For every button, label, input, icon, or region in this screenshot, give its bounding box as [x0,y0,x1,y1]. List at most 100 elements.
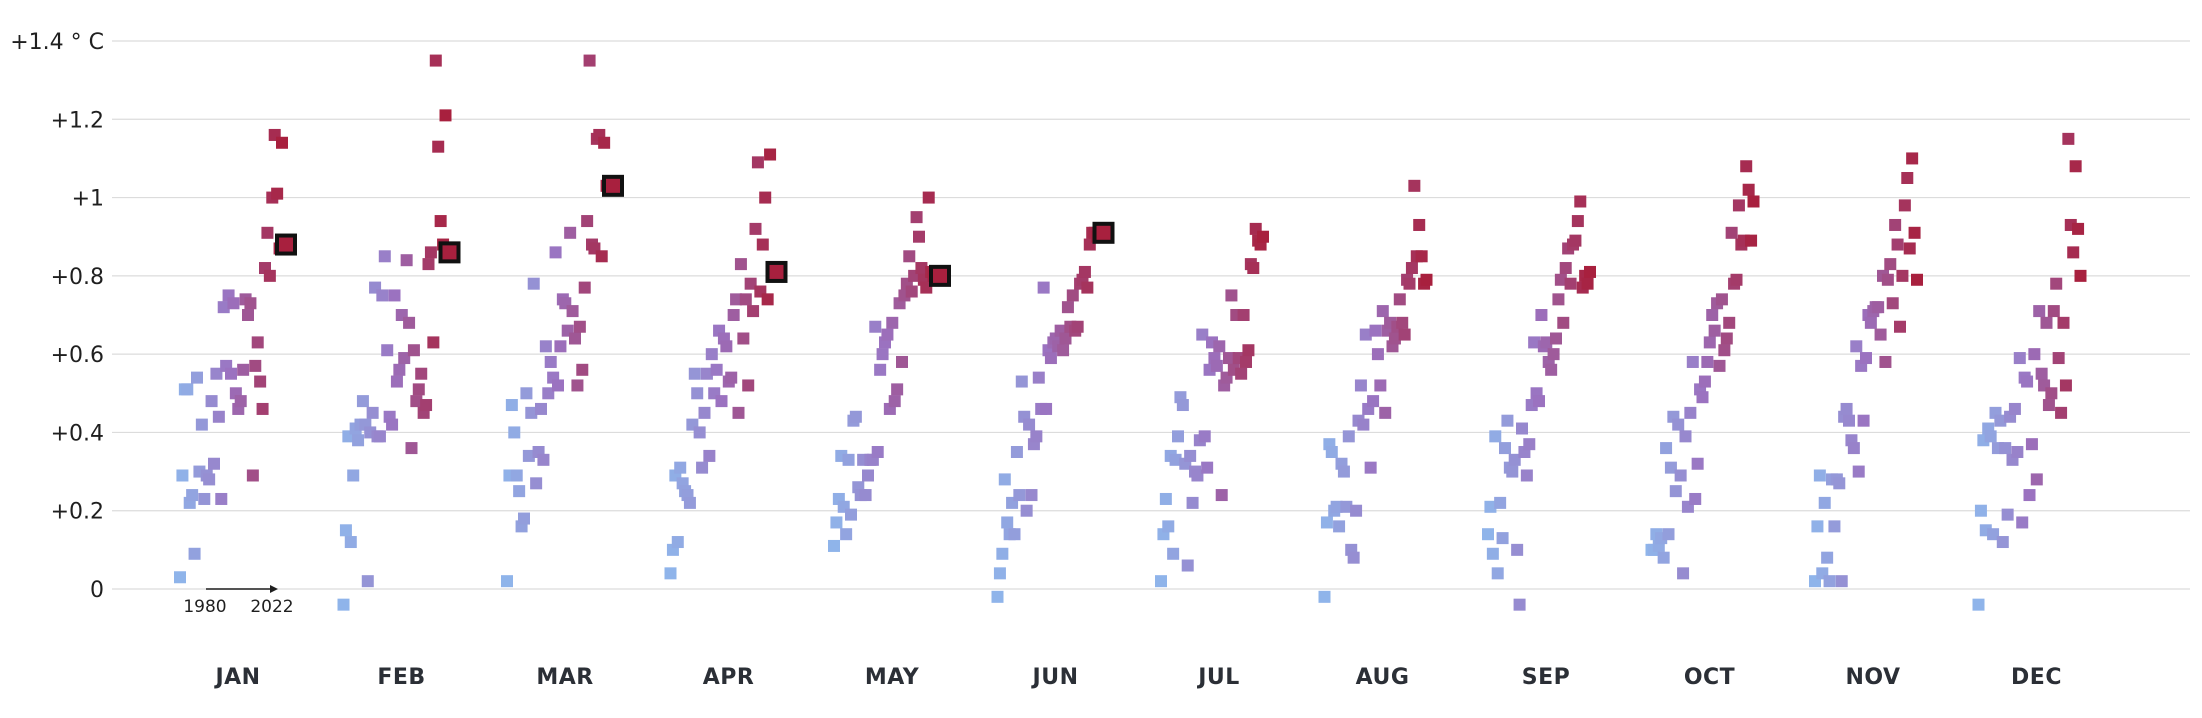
data-point [356,395,369,408]
data-point [2050,277,2063,290]
data-point [525,406,538,419]
data-point [254,375,267,388]
data-point [344,536,357,549]
y-tick-label: +0.8 [51,265,104,290]
data-point [737,332,750,345]
data-point [1405,262,1418,275]
data-point [2047,305,2060,318]
month-label: DEC [2011,665,2062,690]
data-point [1396,316,1409,329]
data-point [1213,340,1226,353]
data-point [1184,449,1197,462]
data-point [2033,305,2046,318]
highlight-point [765,260,788,283]
data-point [1186,496,1199,509]
data-point [1030,430,1043,443]
data-point [1374,379,1387,392]
data-point [1833,477,1846,490]
data-point [891,383,904,396]
data-point [583,54,596,67]
data-point [1894,320,1906,333]
data-point [1884,258,1897,271]
month-label: JUL [1196,665,1240,690]
data-point [1376,305,1389,318]
month-labels: JAN FEB MAR APR MAY JUN JUL AUG SEP OCT NOV DEC [213,665,2062,690]
data-point [1730,273,1743,286]
data-point [1708,324,1721,337]
data-point [1552,293,1565,306]
data-point [700,367,713,380]
data-point [210,367,223,380]
data-point [2016,516,2029,529]
data-point [2072,222,2085,235]
y-tick-label: +1.2 [51,108,104,133]
data-point [1499,442,1511,455]
data-point [1037,281,1050,294]
data-point [376,289,389,302]
data-point [352,434,365,447]
data-point [513,485,526,498]
data-point [1723,316,1736,329]
month-label: JUN [1031,665,1079,690]
data-point [2059,379,2072,392]
data-point [915,262,928,275]
month-group-jan [174,128,297,584]
data-point [1684,406,1697,419]
data-point [1574,195,1587,208]
data-point [1545,363,1558,376]
data-point [571,379,584,392]
data-point [403,316,416,329]
data-point [522,449,535,462]
data-point [1196,328,1209,341]
data-point [2062,132,2075,145]
data-point [1508,453,1521,466]
data-point [1584,265,1596,278]
data-point [674,461,687,474]
highlight-point [1092,221,1115,244]
data-point [715,395,728,408]
data-point [1044,352,1057,365]
data-point [552,379,564,392]
data-point [1674,469,1687,482]
data-point [339,524,352,537]
data-point [993,567,1006,580]
data-point [366,406,379,419]
data-point [1181,559,1194,572]
data-point [1689,492,1702,505]
data-point [1718,344,1731,357]
data-point [542,387,555,400]
data-point [1908,226,1921,239]
data-point [996,547,1009,560]
data-point [1528,336,1541,349]
data-point [1191,469,1204,482]
month-label: NOV [1845,665,1900,690]
data-point [410,395,423,408]
data-point [1330,500,1343,513]
data-point [188,547,201,560]
data-point [1725,226,1738,239]
data-point [1679,430,1692,443]
data-point [1025,489,1038,502]
data-point [1379,406,1392,419]
data-point [2023,489,2036,502]
data-point [1821,551,1834,564]
data-point [1491,567,1504,580]
data-point [730,293,743,306]
data-point [508,426,521,439]
data-point [1325,446,1338,458]
data-point [913,230,925,243]
data-point [1484,500,1497,513]
data-point [696,461,709,474]
data-point [1540,336,1553,349]
data-point [2038,379,2051,392]
data-point [237,363,250,376]
data-point [566,305,579,318]
year-direction-arrowhead [270,585,278,593]
data-point [1691,457,1704,470]
data-point [910,211,923,224]
data-point [1320,516,1333,529]
highlight-point [275,233,297,256]
data-point [842,453,855,466]
data-point [424,246,437,259]
data-point [1972,598,1985,611]
